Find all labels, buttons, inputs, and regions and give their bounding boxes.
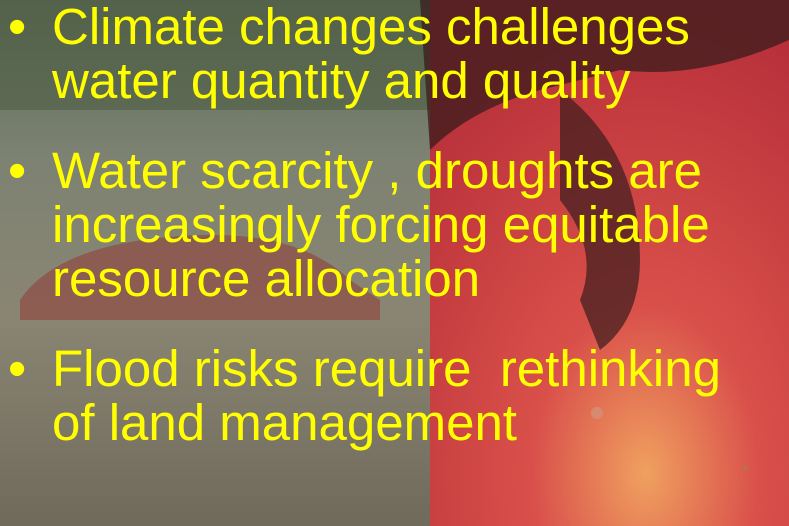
bullet-text-line: increasingly forcing equitable (52, 198, 789, 252)
bullet-text-line: Water scarcity , droughts are (52, 144, 789, 198)
slide: • Climate changes challengeswater quantit… (0, 0, 789, 526)
bullet-text-line: resource allocation (52, 252, 789, 306)
bullet-text-line: Climate changes challenges (52, 0, 789, 54)
bullet-text-line: Flood risks require rethinking (52, 342, 789, 396)
bullet-text-line: of land management (52, 396, 789, 450)
bullet-marker: • (8, 144, 26, 198)
bullet-text-line: water quantity and quality (52, 54, 789, 108)
bullet-marker: • (8, 0, 26, 54)
bullet-marker: • (8, 342, 26, 396)
